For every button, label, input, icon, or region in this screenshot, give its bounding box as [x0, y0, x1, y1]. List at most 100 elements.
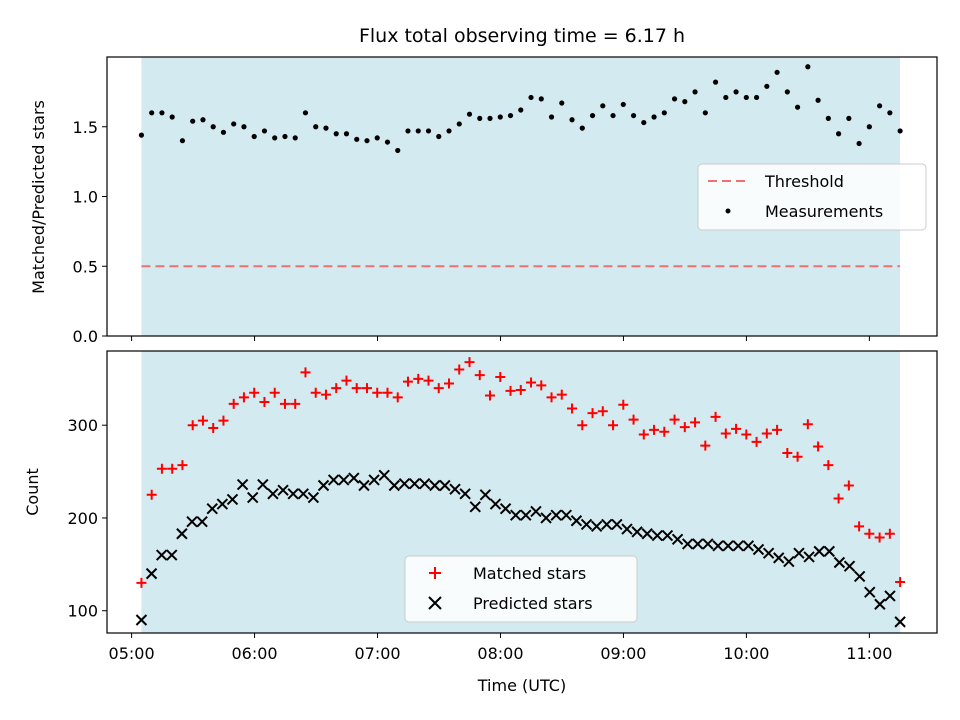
- matched-star-point: [279, 398, 290, 409]
- predicted-star-point: [864, 586, 876, 598]
- measurement-point: [487, 115, 493, 121]
- predicted-star-point: [843, 560, 856, 572]
- matched-star-point: [341, 375, 352, 386]
- matched-star-point: [310, 387, 321, 398]
- top-y-tick-label: 0.5: [73, 257, 98, 276]
- measurement-point: [374, 135, 380, 141]
- measurement-point: [507, 112, 514, 119]
- measurement-point: [333, 131, 339, 137]
- measurement-point: [200, 117, 206, 123]
- measurement-point: [866, 124, 872, 130]
- matched-star-point: [269, 387, 280, 398]
- bottom-x-tick-label: 07:00: [354, 644, 400, 663]
- measurement-point: [354, 136, 360, 142]
- matched-star-point: [895, 576, 906, 587]
- predicted-star-point: [702, 538, 714, 550]
- predicted-star-point: [327, 474, 340, 486]
- predicted-star-point: [317, 479, 330, 492]
- measurement-point: [477, 115, 483, 121]
- matched-star-point: [187, 420, 198, 431]
- matched-star-point: [392, 392, 403, 403]
- matched-star-point: [136, 577, 147, 588]
- matched-star-point: [556, 389, 567, 400]
- matched-star-point: [485, 390, 496, 401]
- measurement-point: [897, 128, 903, 134]
- measurement-point: [600, 103, 606, 109]
- matched-star-point: [413, 373, 424, 384]
- bottom-x-tick-label: 10:00: [723, 644, 769, 663]
- matched-star-point: [608, 420, 619, 431]
- measurement-point: [815, 97, 821, 103]
- predicted-star-point: [408, 477, 421, 490]
- legend-predicted-label: Predicted stars: [473, 594, 593, 613]
- measurement-point: [630, 112, 637, 119]
- bottom-legend-box: [404, 555, 638, 623]
- matched-star-point: [249, 387, 260, 398]
- bottom-x-tick-label: 08:00: [477, 644, 523, 663]
- matched-star-point: [290, 398, 301, 409]
- predicted-star-point: [196, 515, 208, 528]
- measurement-point: [774, 69, 780, 75]
- predicted-star-point: [418, 477, 431, 490]
- predicted-star-point: [510, 509, 522, 521]
- measurement-point: [518, 107, 524, 113]
- matched-star-point: [567, 403, 578, 414]
- predicted-star-point: [226, 493, 239, 506]
- measurement-point: [292, 135, 298, 141]
- measurement-point: [589, 112, 596, 119]
- predicted-star-point: [479, 489, 492, 501]
- predicted-star-point: [307, 491, 320, 504]
- bottom-x-tick-label: 06:00: [232, 644, 278, 663]
- predicted-star-point: [176, 528, 188, 540]
- matched-star-point: [823, 460, 834, 471]
- predicted-star-point: [803, 551, 815, 563]
- measurement-point: [149, 110, 155, 116]
- predicted-star-point: [560, 509, 572, 521]
- measurement-point: [579, 125, 585, 131]
- predicted-star-point: [358, 479, 370, 492]
- measurement-point: [231, 121, 237, 127]
- matched-star-point: [536, 380, 547, 391]
- predicted-star-point: [277, 484, 289, 496]
- predicted-star-point: [206, 502, 218, 515]
- matched-star-point: [505, 385, 516, 396]
- measurement-point: [825, 115, 831, 121]
- matched-star-point: [700, 440, 711, 451]
- predicted-star-point: [145, 567, 158, 580]
- x-axis-label: Time (UTC): [477, 676, 566, 695]
- matched-star-point: [587, 408, 598, 419]
- bottom-x-tick-label: 05:00: [109, 644, 155, 663]
- measurement-point: [405, 128, 411, 134]
- measurement-point: [743, 94, 749, 101]
- top-x-ticks: [131, 336, 870, 341]
- bottom-y-axis-label: Count: [23, 468, 42, 516]
- predicted-star-point: [257, 478, 269, 491]
- measurement-point: [436, 133, 442, 140]
- predicted-star-point: [611, 518, 623, 531]
- legend-measurements-swatch: [725, 208, 731, 214]
- measurement-point: [261, 128, 268, 134]
- predicted-star-point: [499, 502, 512, 515]
- predicted-star-point: [853, 570, 866, 583]
- measurement-point: [313, 124, 319, 130]
- bottom-y-tick-label: 300: [67, 416, 98, 435]
- legend-predicted-swatch: [428, 596, 442, 610]
- predicted-star-point: [823, 545, 836, 558]
- matched-star-point: [833, 493, 844, 504]
- predicted-star-point: [489, 498, 502, 510]
- predicted-star-point: [398, 477, 411, 490]
- measurement-point: [661, 110, 667, 116]
- measurement-point: [159, 110, 165, 116]
- measurement-point: [343, 131, 350, 137]
- predicted-star-point: [216, 498, 229, 510]
- measurement-point: [856, 140, 862, 147]
- matched-star-point: [402, 376, 413, 387]
- matched-star-point: [382, 387, 393, 398]
- predicted-star-point: [651, 529, 664, 542]
- predicted-star-point: [186, 515, 198, 528]
- measurement-point: [538, 96, 544, 102]
- matched-star-point: [300, 367, 311, 378]
- predicted-star-point: [267, 488, 279, 500]
- predicted-star-point: [570, 515, 583, 527]
